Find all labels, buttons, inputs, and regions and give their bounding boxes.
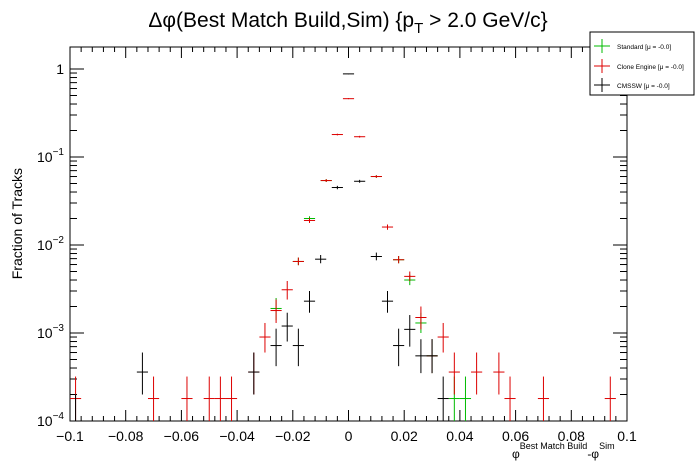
y-tick-label: 1	[56, 61, 64, 77]
data-point-clone-engine	[404, 271, 416, 281]
plot-frame	[69, 46, 628, 422]
data-point-clone-engine	[537, 376, 550, 421]
data-point-clone-engine	[203, 376, 215, 421]
x-tick-label: −0.08	[108, 428, 144, 444]
data-point-clone-engine	[320, 179, 332, 182]
data-point-cmssw	[415, 339, 427, 374]
y-axis-label: Fraction of Tracks	[9, 168, 25, 279]
data-point-cmssw	[315, 254, 327, 264]
x-tick-label: 0.02	[391, 428, 418, 444]
chart-title: Δφ(Best Match Build,Sim) {pT > 2.0 GeV/c…	[148, 9, 547, 37]
legend-label-clone-engine: Clone Engine [μ = -0.0]	[617, 64, 684, 71]
data-point-cmssw	[292, 328, 304, 367]
data-point-cmssw	[281, 312, 293, 342]
data-point-clone-engine	[437, 322, 449, 353]
x-tick-label: −0.06	[164, 428, 200, 444]
data-point-clone-engine	[393, 255, 405, 264]
data-point-cmssw	[437, 376, 449, 421]
x-tick-label: 0.04	[446, 428, 473, 444]
legend-item-cmssw: CMSSW [μ = -0.0]	[594, 78, 670, 92]
data-point-cmssw	[426, 339, 438, 374]
axis-ticks	[69, 47, 628, 422]
data-point-clone-engine	[259, 322, 271, 353]
y-tick-label: 10−1	[37, 147, 64, 165]
y-tick-labels: 10−4 10−3 10−2 10−1 1	[37, 61, 64, 429]
x-axis-label: φBest Match Build-φSim	[512, 441, 615, 461]
data-point-clone-engine	[292, 257, 304, 266]
data-point-clone-engine	[604, 376, 616, 421]
legend-item-clone-engine: Clone Engine [μ = -0.0]	[594, 59, 684, 73]
data-point-clone-engine	[504, 376, 516, 421]
data-point-cmssw	[248, 352, 260, 395]
data-point-clone-engine	[281, 280, 293, 300]
data-points	[70, 73, 616, 422]
legend-label-standard: Standard [μ = -0.0]	[617, 44, 671, 51]
data-point-clone-engine	[354, 135, 366, 138]
data-point-cmssw	[393, 328, 405, 367]
data-point-cmssw	[354, 179, 366, 183]
x-tick-label: 0.08	[558, 428, 585, 444]
data-point-clone-engine	[471, 352, 483, 395]
data-point-cmssw	[303, 291, 316, 313]
data-point-cmssw	[404, 315, 416, 347]
series-clone-engine	[70, 98, 616, 421]
data-point-standard	[459, 376, 472, 421]
data-point-clone-engine	[415, 306, 427, 330]
data-point-clone-engine	[181, 376, 193, 421]
data-point-cmssw	[370, 252, 382, 261]
data-point-clone-engine	[331, 133, 343, 136]
y-tick-label: 10−4	[37, 411, 64, 429]
x-tick-labels: −0.1 −0.08 −0.06 −0.04 −0.02 0 0.02 0.04 0.06 0.0…	[56, 428, 637, 444]
data-point-cmssw	[381, 291, 394, 313]
data-point-clone-engine	[381, 224, 394, 230]
data-point-clone-engine	[147, 376, 160, 421]
data-point-clone-engine	[448, 352, 460, 395]
data-point-cmssw	[342, 73, 355, 75]
x-tick-label: −0.04	[219, 428, 255, 444]
legend-label-cmssw: CMSSW [μ = -0.0]	[617, 83, 670, 90]
data-point-clone-engine	[214, 376, 226, 421]
data-point-cmssw	[70, 394, 82, 422]
data-point-cmssw	[270, 328, 282, 367]
x-tick-label: 0	[345, 428, 353, 444]
data-point-clone-engine	[303, 218, 316, 223]
y-tick-label: 10−2	[37, 235, 64, 253]
x-tick-label: 0.06	[502, 428, 529, 444]
x-tick-label: −0.1	[56, 428, 84, 444]
legend-item-standard: Standard [μ = -0.0]	[594, 39, 671, 53]
x-tick-label: −0.02	[275, 428, 311, 444]
data-point-clone-engine	[225, 376, 238, 421]
data-point-clone-engine	[493, 352, 505, 395]
data-point-cmssw	[331, 185, 343, 190]
series-standard	[270, 175, 472, 421]
series-cmssw	[70, 73, 449, 422]
legend: Standard [μ = -0.0] Clone Engine [μ = -0…	[589, 31, 695, 96]
x-tick-label: 0.1	[617, 428, 637, 444]
y-tick-label: 10−3	[37, 323, 64, 341]
data-point-clone-engine	[370, 175, 382, 178]
data-point-clone-engine	[342, 98, 355, 100]
data-point-clone-engine	[270, 299, 282, 323]
data-point-cmssw	[136, 352, 148, 395]
